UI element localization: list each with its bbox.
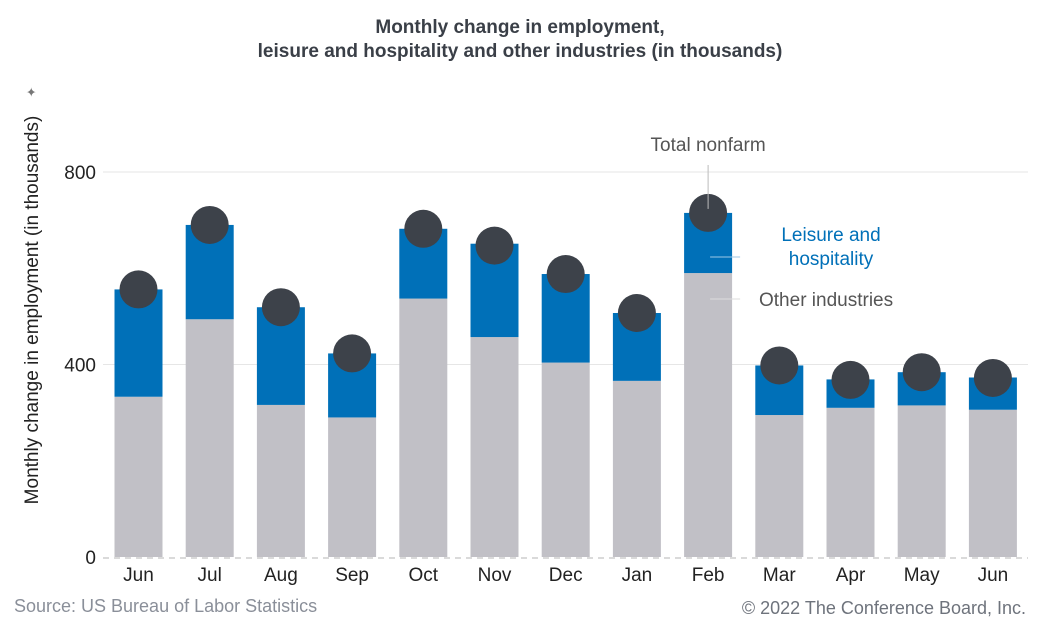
total-marker-10 xyxy=(831,360,870,399)
total-marker-5 xyxy=(475,226,514,265)
axes: 0 400 800 Monthly change in employment (in … xyxy=(22,86,1028,586)
bar-other-1 xyxy=(185,319,234,557)
x-tick-label-9: Mar xyxy=(763,565,796,586)
chart-title-line-2: leisure and hospitality and other indust… xyxy=(257,41,783,62)
annotations: Total nonfarm Leisure and hospitality Other… xyxy=(651,135,894,311)
y-tick-label-400: 400 xyxy=(64,356,96,377)
pin-icon: ✦ xyxy=(25,86,40,97)
y-axis-title: Monthly change in employment (in thousan… xyxy=(22,116,43,505)
x-tick-label-10: Apr xyxy=(836,565,866,586)
bar-other-10 xyxy=(826,407,875,557)
total-marker-2 xyxy=(261,288,300,327)
bar-other-9 xyxy=(755,415,804,557)
total-markers xyxy=(119,193,1012,399)
bar-other-6 xyxy=(541,362,590,557)
annotation-leisure-line-0: Leisure and xyxy=(781,225,880,246)
x-tick-label-7: Jan xyxy=(622,565,653,586)
total-marker-0 xyxy=(119,270,158,309)
x-tick-label-12: Jun xyxy=(978,565,1009,586)
annotation-leisure-line-1: hospitality xyxy=(789,249,874,270)
x-tick-label-3: Sep xyxy=(335,565,369,586)
bar-other-3 xyxy=(328,417,377,557)
total-marker-9 xyxy=(760,346,799,385)
annotation-total-nonfarm: Total nonfarm xyxy=(651,135,766,156)
x-tick-label-11: May xyxy=(904,565,940,586)
bar-other-4 xyxy=(399,298,448,557)
bar-other-11 xyxy=(897,405,946,557)
copyright-note: © 2022 The Conference Board, Inc. xyxy=(741,598,1026,618)
chart-title-line-1: Monthly change in employment, xyxy=(375,17,665,38)
bar-other-5 xyxy=(470,337,519,557)
x-tick-label-5: Nov xyxy=(478,565,512,586)
y-tick-label-0: 0 xyxy=(85,548,96,569)
x-tick-label-8: Feb xyxy=(692,565,725,586)
bar-other-2 xyxy=(256,404,305,557)
bar-other-7 xyxy=(612,380,661,557)
x-tick-label-4: Oct xyxy=(409,565,439,586)
total-marker-11 xyxy=(902,353,941,392)
annotation-other-industries: Other industries xyxy=(759,290,893,311)
x-tick-label-2: Aug xyxy=(264,565,298,586)
chart-title: Monthly change in employment, leisure an… xyxy=(0,16,1040,64)
annotation-leisure-hospitality: Leisure and hospitality xyxy=(781,225,880,270)
x-tick-label-6: Dec xyxy=(549,565,583,586)
total-marker-12 xyxy=(973,358,1012,397)
total-marker-7 xyxy=(617,294,656,333)
total-marker-4 xyxy=(404,209,443,248)
source-note: Source: US Bureau of Labor Statistics xyxy=(14,596,318,616)
bar-other-0 xyxy=(114,396,163,557)
x-tick-label-0: Jun xyxy=(123,565,154,586)
total-marker-3 xyxy=(333,334,372,373)
total-marker-8 xyxy=(689,193,728,232)
total-marker-1 xyxy=(190,205,229,244)
x-tick-label-1: Jul xyxy=(198,565,222,586)
y-tick-label-800: 800 xyxy=(64,163,96,184)
total-marker-6 xyxy=(546,255,585,294)
bar-other-12 xyxy=(968,409,1017,557)
bar-other-8 xyxy=(684,273,733,557)
